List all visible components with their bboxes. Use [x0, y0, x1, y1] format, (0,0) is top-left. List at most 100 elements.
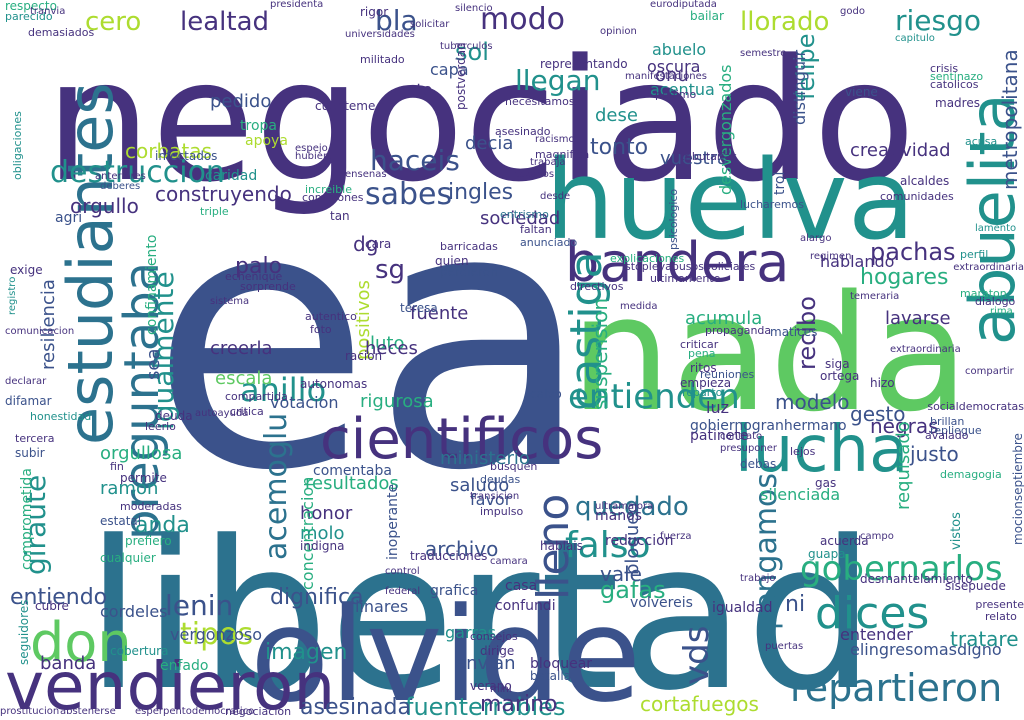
word-difamar: difamar [5, 394, 52, 409]
word-esperpentodemocratico: esperpentodemocratico [135, 705, 255, 717]
word-construyendo: construyendo [155, 181, 292, 206]
word-luz: luz [706, 397, 729, 417]
word-decia: decia [465, 133, 514, 155]
word-ingles: ingles [448, 179, 514, 205]
word-busquen: busquen [490, 459, 538, 473]
word-stopleyabusospoliciales: stopleyabusospoliciales [625, 259, 756, 273]
word-resiliencia: resiliencia [38, 279, 59, 370]
word-sistema: sistema [210, 295, 250, 307]
word-federal: federal [385, 585, 421, 597]
word-corbatas: corbatas [125, 138, 212, 163]
word-pachas: pachas [870, 238, 956, 267]
word-cobertura: cobertura [110, 644, 169, 659]
word-llorado: llorado [740, 6, 830, 37]
word-tezanos: tezanos [515, 168, 555, 180]
word-vergonzoso: vergonzoso [170, 624, 263, 644]
word-eurodiputada: eurodiputada [650, 0, 717, 10]
word-deudas: deudas [480, 472, 521, 486]
word-llegan: llegan [515, 64, 601, 98]
word-medida: medida [620, 300, 658, 312]
word-relato: relato [985, 609, 1017, 623]
word-tuberculos: tuberculos [440, 40, 493, 52]
word-contrato: contrato [720, 430, 763, 442]
word-comunicacion: comunicacion [5, 325, 75, 337]
word-tercera: tercera [15, 431, 55, 445]
word-crisis: crisis [930, 61, 959, 75]
word-tipos: tipos [180, 617, 254, 653]
word-ramon: ramon [100, 478, 159, 500]
word-lamento: lamento [975, 222, 1017, 234]
word-caridad: caridad [205, 167, 258, 184]
word-justo: justo [910, 441, 959, 466]
word-vistos: vistos [949, 512, 964, 550]
word-marino: marino [480, 691, 558, 717]
word-militado: militado [360, 52, 405, 66]
word-sea: sea [143, 348, 164, 380]
word-perfil: perfil [960, 247, 989, 261]
word-solicitar: solicitar [410, 18, 450, 30]
word-dg: dg [353, 231, 379, 256]
word-transicion: transicion [470, 490, 520, 502]
word-capitulo: capitulo [895, 32, 935, 44]
word-desvergonzados: desvergonzados [716, 64, 735, 195]
word-directivos: directivos [570, 279, 624, 293]
word-anillo: anillo [240, 370, 327, 409]
word-maraton: maraton [960, 286, 1007, 300]
word-matices: matices [770, 325, 818, 340]
word-enfado: enfado [160, 657, 209, 674]
word-godo: godo [840, 5, 865, 17]
word-escala: escala [215, 368, 273, 390]
word-triple: triple [200, 204, 229, 218]
word-palo: palo [235, 253, 283, 279]
word-resultados: resultados [305, 473, 399, 495]
word-capa: capa [430, 59, 469, 79]
word-racismo: racismo [535, 133, 575, 145]
word-increible: increible [305, 182, 352, 196]
word-gafas: gafas [600, 576, 666, 605]
word-honor: honor [300, 503, 353, 525]
word-tranvia: tranvia [30, 5, 66, 17]
word-ministerio: ministerio [440, 448, 530, 470]
word-demasiados: demasiados [28, 25, 95, 39]
word-sociedad: sociedad [480, 208, 561, 230]
word-espejo: espejo [295, 142, 328, 154]
word-brillan: brillan [930, 414, 965, 428]
word-modo: modo [480, 2, 565, 38]
word-anteriores: anteriores [95, 170, 146, 182]
word-acentua: acentua [650, 79, 715, 99]
word-lucha: lucha [735, 412, 909, 487]
word-pena: pena [688, 346, 716, 360]
word-vds: vds [677, 625, 717, 685]
word-olvide: olvide [250, 579, 642, 720]
word-gobernarlos: gobernarlos [800, 549, 1003, 590]
word-bandera: bandera [565, 230, 790, 294]
word-criticar: criticar [680, 337, 719, 351]
word-debas: debas [740, 457, 777, 472]
word-calvo: calvo [530, 387, 562, 402]
word-silencio: silencio [455, 2, 493, 14]
word-leerlo: leerlo [145, 419, 176, 433]
word-siga: siga [825, 357, 850, 372]
word-hogares: hogares [860, 264, 949, 290]
word-autoayuda: autoayuda [195, 407, 249, 419]
word-racion: racion [345, 349, 383, 364]
word-riesgo: riesgo [895, 4, 982, 38]
word-psicologico: psicologico [667, 188, 680, 250]
word-dirige: dirige [480, 644, 515, 659]
word-tan: tan [330, 209, 350, 224]
word-vendieron: vendieron [5, 648, 336, 720]
word-molo: molo [300, 523, 345, 545]
word-reparto: reparto [682, 385, 723, 399]
word-batalla: batalla [530, 669, 572, 684]
word-parecido: parecido [5, 9, 53, 23]
word-postverdad: postverdad [454, 42, 468, 110]
word-comprometida: comprometida [19, 468, 35, 570]
word-rigurosa: rigurosa [360, 391, 434, 413]
word-igualdad: igualdad [712, 599, 773, 616]
word-comisiones: comisiones [302, 190, 364, 204]
word-socialdemocratas: socialdemocratas [927, 399, 1024, 413]
word-temeraria: temeraria [850, 290, 900, 302]
word-modelo: modelo [775, 389, 850, 414]
word-manifestaciones: manifestaciones [625, 70, 708, 82]
word-estudiantes: estudiantes [54, 82, 127, 445]
